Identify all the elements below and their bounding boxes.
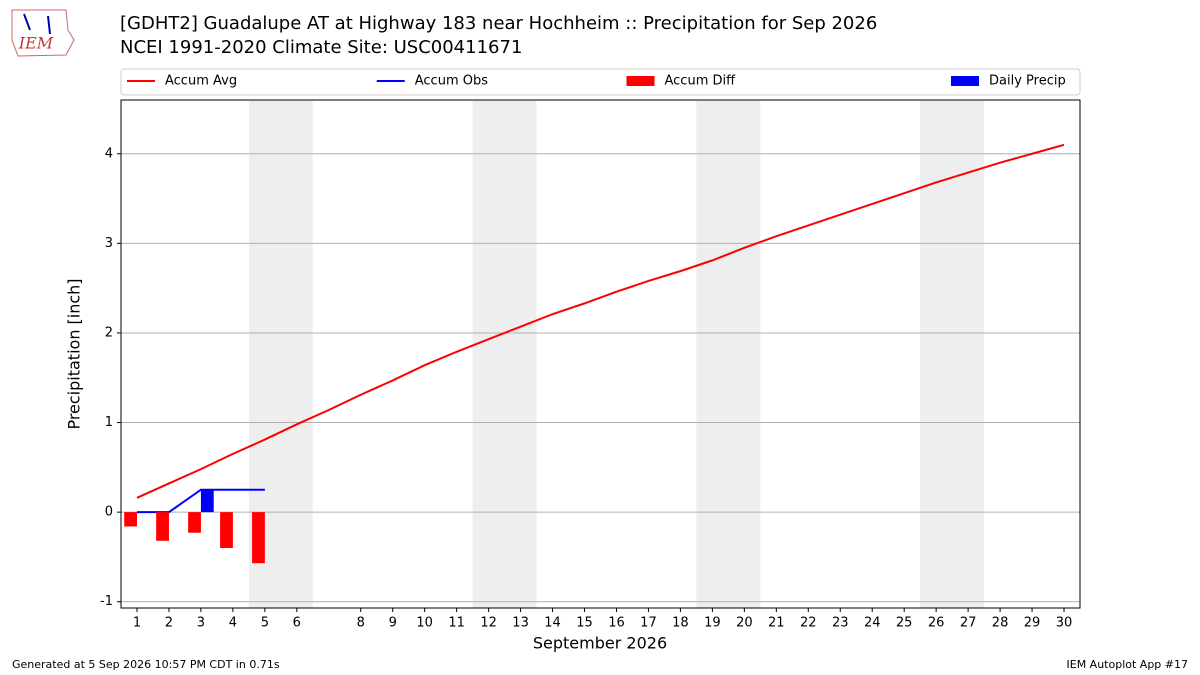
weekend-shade bbox=[472, 100, 537, 608]
x-tick-label: 20 bbox=[736, 616, 753, 631]
x-tick-label: 16 bbox=[608, 616, 625, 631]
x-tick-label: 9 bbox=[389, 616, 397, 631]
x-tick-label: 15 bbox=[576, 616, 593, 631]
legend-swatch bbox=[951, 76, 979, 86]
x-tick-label: 10 bbox=[416, 616, 433, 631]
plot-frame bbox=[120, 99, 1081, 609]
x-tick-label: 21 bbox=[768, 616, 785, 631]
footer-left: Generated at 5 Sep 2026 10:57 PM CDT in … bbox=[12, 658, 280, 671]
x-tick-label: 3 bbox=[197, 616, 205, 631]
x-tick-label: 14 bbox=[544, 616, 561, 631]
logo: IEM bbox=[11, 9, 75, 57]
x-tick-label: 8 bbox=[357, 616, 365, 631]
x-tick-label: 19 bbox=[704, 616, 721, 631]
weekend-shade bbox=[696, 100, 761, 608]
line bbox=[136, 143, 1065, 499]
x-tick-label: 12 bbox=[480, 616, 497, 631]
x-tick-label: 6 bbox=[293, 616, 301, 631]
y-tick-label: 0 bbox=[105, 505, 113, 520]
logo-text: IEM bbox=[18, 34, 54, 53]
legend-label: Accum Diff bbox=[665, 74, 737, 89]
x-tick-label: 24 bbox=[864, 616, 881, 631]
x-tick-label: 17 bbox=[640, 616, 657, 631]
legend-label: Daily Precip bbox=[989, 74, 1066, 89]
x-tick-label: 1 bbox=[133, 616, 141, 631]
x-tick-label: 11 bbox=[448, 616, 465, 631]
y-tick-label: -1 bbox=[100, 594, 113, 609]
x-tick-label: 4 bbox=[229, 616, 237, 631]
y-axis-label: Precipitation [inch] bbox=[65, 278, 84, 429]
y-tick-label: 2 bbox=[105, 325, 113, 340]
x-tick-label: 2 bbox=[165, 616, 173, 631]
line bbox=[136, 488, 265, 514]
y-tick-label: 4 bbox=[105, 146, 113, 161]
x-tick-label: 25 bbox=[896, 616, 913, 631]
x-tick-label: 30 bbox=[1056, 616, 1073, 631]
bar bbox=[124, 512, 137, 527]
bar bbox=[200, 489, 214, 513]
legend-swatch bbox=[626, 76, 655, 86]
weekend-shade bbox=[920, 100, 985, 608]
x-axis-label: September 2026 bbox=[533, 634, 667, 653]
footer-right: IEM Autoplot App #17 bbox=[1067, 658, 1189, 671]
chart-title: [GDHT2] Guadalupe AT at Highway 183 near… bbox=[120, 13, 877, 34]
x-tick-label: 29 bbox=[1024, 616, 1041, 631]
y-tick-label: 3 bbox=[105, 236, 113, 251]
bar bbox=[156, 512, 169, 541]
bar bbox=[188, 512, 201, 533]
x-tick-label: 23 bbox=[832, 616, 849, 631]
y-tick-label: 1 bbox=[105, 415, 113, 430]
bar bbox=[252, 512, 265, 564]
legend-label: Accum Obs bbox=[415, 74, 488, 89]
x-tick-label: 18 bbox=[672, 616, 689, 631]
legend-label: Accum Avg bbox=[165, 74, 237, 89]
x-tick-label: 26 bbox=[928, 616, 945, 631]
x-tick-label: 28 bbox=[992, 616, 1009, 631]
x-tick-label: 13 bbox=[512, 616, 529, 631]
x-tick-label: 22 bbox=[800, 616, 817, 631]
chart-subtitle: NCEI 1991-2020 Climate Site: USC00411671 bbox=[120, 37, 522, 58]
legend-box bbox=[120, 68, 1081, 96]
x-tick-label: 27 bbox=[960, 616, 977, 631]
x-tick-label: 5 bbox=[261, 616, 269, 631]
bar bbox=[220, 512, 233, 548]
